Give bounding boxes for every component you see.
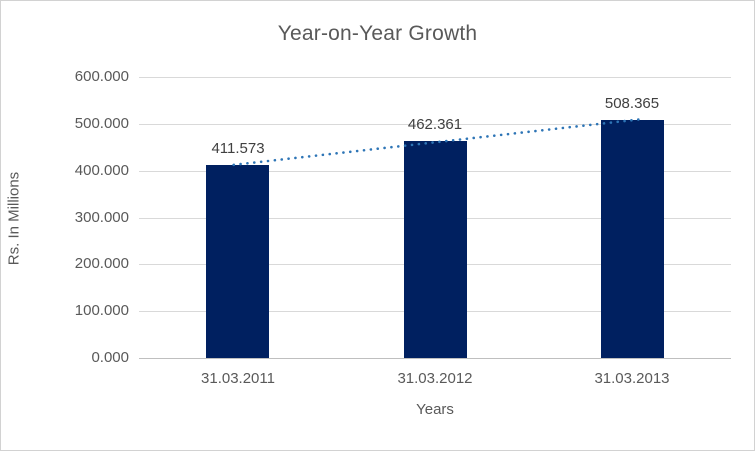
y-tick-label: 600.000 (74, 68, 129, 85)
x-axis-line (139, 358, 731, 359)
x-axis-title: Years (416, 401, 454, 418)
chart-title: Year-on-Year Growth (277, 22, 478, 45)
y-tick-label: 100.000 (74, 302, 129, 319)
bar-data-label: 411.573 (211, 140, 265, 157)
x-tick-label: 31.03.2013 (594, 370, 670, 387)
bar-data-label: 462.361 (407, 116, 463, 133)
y-tick-label: 300.000 (74, 209, 129, 226)
y-tick-label: 0.000 (91, 349, 129, 366)
y-tick-label: 200.000 (74, 255, 129, 272)
x-tick-label: 31.03.2012 (397, 370, 473, 387)
y-tick-label: 400.000 (74, 162, 129, 179)
bar (601, 120, 664, 358)
x-tick-label: 31.03.2011 (201, 370, 275, 387)
bar (206, 165, 269, 358)
gridline (139, 77, 731, 78)
bar (404, 141, 467, 358)
y-tick-label: 500.000 (74, 115, 129, 132)
bar-data-label: 508.365 (604, 95, 660, 112)
